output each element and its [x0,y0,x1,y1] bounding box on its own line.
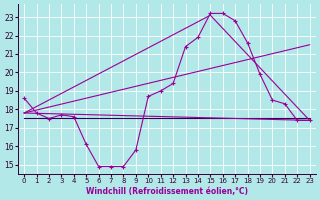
X-axis label: Windchill (Refroidissement éolien,°C): Windchill (Refroidissement éolien,°C) [86,187,248,196]
